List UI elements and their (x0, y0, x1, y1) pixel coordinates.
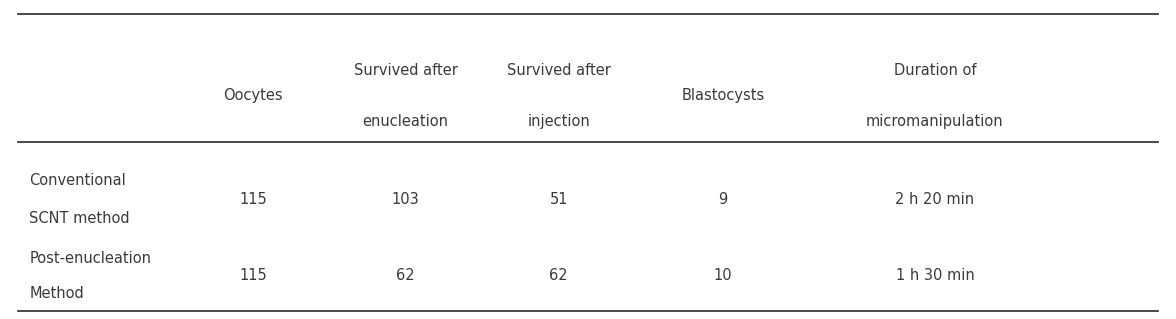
Text: Duration of: Duration of (894, 63, 976, 78)
Text: Conventional: Conventional (29, 173, 126, 188)
Text: 2 h 20 min: 2 h 20 min (895, 192, 975, 207)
Text: 1 h 30 min: 1 h 30 min (896, 268, 974, 284)
Text: SCNT method: SCNT method (29, 211, 131, 226)
Text: 10: 10 (714, 268, 733, 284)
Text: Post-enucleation: Post-enucleation (29, 251, 152, 266)
Text: 115: 115 (239, 268, 267, 284)
Text: micromanipulation: micromanipulation (866, 114, 1004, 129)
Text: 103: 103 (392, 192, 420, 207)
Text: Blastocysts: Blastocysts (682, 88, 764, 103)
Text: Survived after: Survived after (507, 63, 610, 78)
Text: enucleation: enucleation (362, 114, 449, 129)
Text: Survived after: Survived after (354, 63, 457, 78)
Text: 62: 62 (549, 268, 568, 284)
Text: Oocytes: Oocytes (223, 88, 282, 103)
Text: Method: Method (29, 286, 85, 301)
Text: 51: 51 (549, 192, 568, 207)
Text: 9: 9 (719, 192, 728, 207)
Text: 115: 115 (239, 192, 267, 207)
Text: 62: 62 (396, 268, 415, 284)
Text: injection: injection (527, 114, 590, 129)
